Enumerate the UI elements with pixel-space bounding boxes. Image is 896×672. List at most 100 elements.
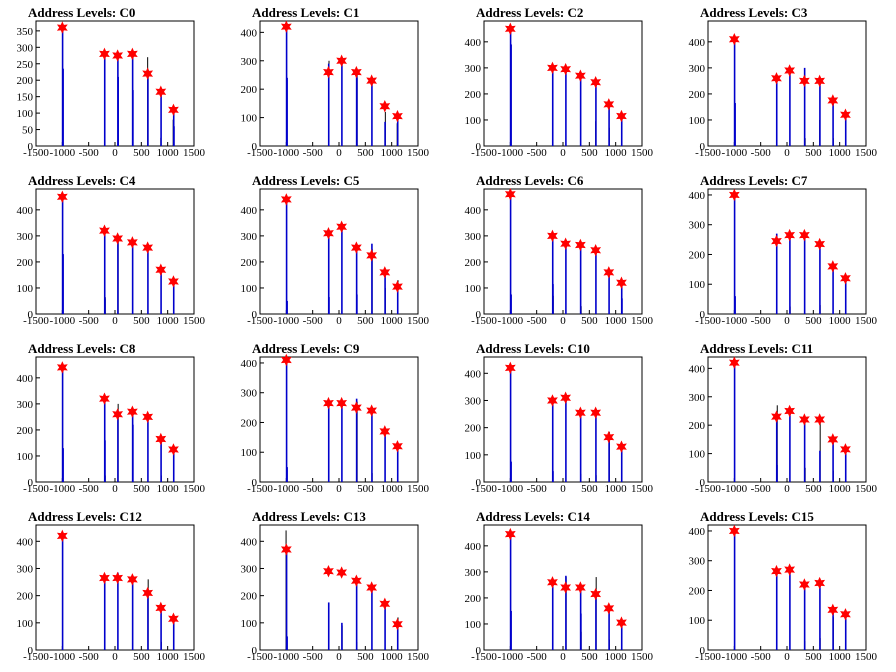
- y-tick-label: 400: [241, 205, 258, 217]
- x-tick-label: -500: [79, 483, 100, 495]
- plot-frame: [707, 524, 867, 651]
- x-tick-label: 1500: [631, 315, 654, 327]
- peak-marker: [798, 74, 810, 88]
- x-tick-label: -500: [527, 651, 548, 663]
- peak-marker: [392, 280, 403, 293]
- x-tick-label: -1500: [247, 483, 273, 495]
- peak-marker: [350, 574, 362, 587]
- x-tick-label: 1500: [183, 651, 206, 663]
- y-tick-label: 300: [689, 63, 706, 75]
- peak-marker: [56, 190, 68, 204]
- x-tick-label: -1500: [247, 315, 273, 327]
- y-tick-label: 100: [241, 113, 258, 125]
- peak-marker: [728, 188, 740, 202]
- y-tick-label: 0: [28, 141, 34, 153]
- peak-marker: [56, 529, 68, 543]
- x-tick-label: -1000: [721, 315, 747, 327]
- peak-marker: [379, 100, 391, 113]
- peak-marker: [616, 440, 627, 453]
- x-tick-label: 500: [581, 315, 598, 327]
- chart-title: Address Levels: C8: [28, 341, 136, 356]
- y-tick-label: 400: [465, 368, 482, 380]
- chart-panel: 0 100 200 300 400 -1500 -1000 -500 0 500 1000 1500 A…: [224, 168, 448, 336]
- chart-panel: 0 100 200 300 400 -1500 -1000 -500 0 500 1000 1500 A…: [448, 0, 672, 168]
- peak-marker: [366, 581, 378, 594]
- x-tick-label: 500: [133, 483, 150, 495]
- y-tick-label: 300: [241, 231, 258, 243]
- x-tick-label: 0: [336, 315, 342, 327]
- x-tick-label: -1000: [273, 483, 299, 495]
- x-tick-label: -1000: [273, 147, 299, 159]
- chart-panel: 0 100 200 300 400 -1500 -1000 -500 0 500 1000 1500 A…: [672, 168, 896, 336]
- x-tick-label: -1500: [695, 147, 721, 159]
- peak-marker: [392, 109, 403, 123]
- y-tick-label: 300: [465, 567, 482, 579]
- peak-marker: [168, 612, 179, 625]
- x-tick-label: 1000: [157, 315, 180, 327]
- y-tick-label: 100: [689, 115, 706, 127]
- x-tick-label: 1500: [631, 483, 654, 495]
- x-tick-label: -500: [527, 147, 548, 159]
- x-tick-label: 1000: [157, 651, 180, 663]
- y-tick-label: 100: [465, 283, 482, 295]
- y-tick-label: 0: [700, 645, 706, 657]
- peak-marker: [547, 394, 558, 407]
- peak-marker: [126, 405, 138, 418]
- peak-marker: [560, 391, 572, 404]
- peak-marker: [366, 249, 378, 262]
- plot-frame: [35, 524, 195, 651]
- peak-marker: [280, 20, 292, 33]
- y-tick-label: 100: [241, 283, 258, 295]
- chart-title: Address Levels: C2: [476, 5, 584, 20]
- peak-marker: [126, 236, 138, 249]
- peak-marker: [336, 54, 348, 67]
- x-tick-label: 0: [784, 651, 790, 663]
- x-tick-label: 1000: [157, 483, 180, 495]
- chart-svg: 0 100 200 300 400 -1500 -1000 -500 0 500 1000 1500: [465, 524, 654, 663]
- peak-marker: [280, 353, 292, 367]
- y-tick-label: 300: [465, 231, 482, 243]
- y-tick-label: 400: [689, 190, 706, 202]
- y-tick-label: 200: [689, 249, 706, 261]
- y-tick-label: 200: [465, 89, 482, 101]
- peak-marker: [560, 62, 572, 76]
- y-tick-label: 200: [241, 84, 258, 96]
- plot-frame: [483, 188, 643, 315]
- y-tick-label: 0: [700, 309, 706, 321]
- y-tick-label: 400: [17, 536, 34, 548]
- y-tick-label: 150: [17, 92, 34, 104]
- chart-svg: 0 100 200 300 400 -1500 -1000 -500 0 500 1000 1500: [241, 353, 430, 495]
- peak-marker: [126, 573, 138, 586]
- x-tick-label: -500: [303, 651, 324, 663]
- x-tick-label: 500: [133, 315, 150, 327]
- x-tick-label: 500: [805, 651, 822, 663]
- chart-title: Address Levels: C15: [700, 509, 814, 524]
- chart-svg: 0 100 200 300 400 -1500 -1000 -500 0 500 1000 1500: [465, 356, 654, 495]
- y-tick-label: 0: [28, 645, 34, 657]
- chart-title: Address Levels: C0: [28, 5, 136, 20]
- peak-marker: [504, 187, 516, 201]
- y-tick-label: 200: [689, 585, 706, 597]
- x-tick-label: 1500: [631, 651, 654, 663]
- y-tick-label: 100: [17, 451, 34, 463]
- x-tick-label: 500: [581, 483, 598, 495]
- y-tick-label: 200: [465, 257, 482, 269]
- y-tick-label: 400: [17, 373, 34, 385]
- peak-marker: [574, 238, 586, 252]
- x-tick-label: -1500: [471, 483, 497, 495]
- x-tick-label: 1000: [829, 651, 852, 663]
- peak-marker: [728, 524, 740, 538]
- peak-marker: [547, 61, 558, 75]
- peak-marker: [814, 237, 826, 251]
- chart-svg: 0 100 200 300 400 -1500 -1000 -500 0 500 1000 1500: [689, 356, 878, 495]
- y-tick-label: 200: [17, 75, 34, 87]
- peak-marker: [547, 229, 558, 243]
- x-tick-label: 0: [112, 651, 118, 663]
- x-tick-label: 1000: [381, 315, 404, 327]
- chart-panel: 0 100 200 300 400 -1500 -1000 -500 0 500 1000 1500 A…: [224, 0, 448, 168]
- peak-marker: [771, 234, 782, 248]
- x-tick-label: 0: [336, 147, 342, 159]
- x-tick-label: 1500: [407, 315, 430, 327]
- peak-marker: [142, 67, 154, 80]
- peak-marker: [560, 237, 572, 250]
